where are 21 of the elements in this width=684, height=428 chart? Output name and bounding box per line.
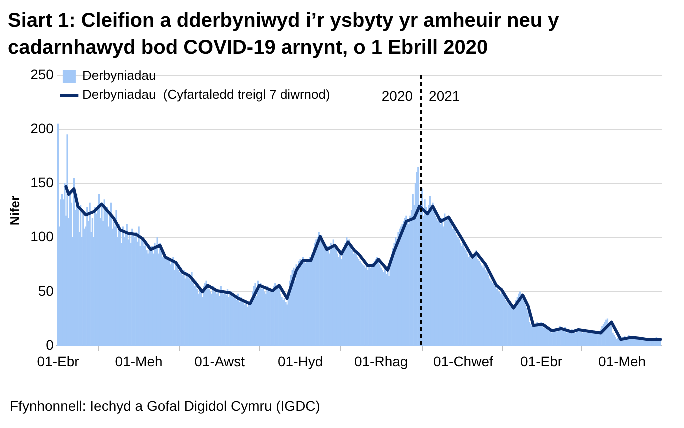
x-tick-label: 01-Ebr [37,353,80,370]
y-tick-label: 200 [30,120,54,136]
chart-title: Siart 1: Cleifion a dderbyniwyd i’r ysbyty yr amheuir neu y cadarnhawyd bod COVID-19 arnynt, o 1 Ebrill 2020 [8,9,560,61]
y-tick-label: 50 [38,282,54,299]
legend-label: Derbyniadau (Cyfartaledd treigl 7 diwrnod) [82,87,330,102]
x-tick-label: 01-Awst [194,353,246,370]
annotation: 2021 [429,88,460,104]
y-tick-label: 0 [46,337,54,354]
x-tick-label: 01-Hyd [278,353,324,370]
x-tick-label: 01-Ebr [520,353,563,370]
x-tick-label: 01-Meh [115,353,163,370]
x-tick-label: 01-Chwef [433,353,494,370]
x-tick-label: 01-Meh [598,353,646,370]
y-axis-title: Nifer [7,196,22,226]
annotation: 2020 [382,88,414,104]
legend-label: Derbyniadau [82,68,156,84]
text: Ffynhonnell: Iechyd a Gofal Digidol Cymru (IGDC) [10,398,320,414]
y-tick-label: 150 [30,174,54,191]
y-tick-label: 100 [30,228,54,245]
x-tick-label: 01-Rhag [354,353,408,370]
y-tick-label: 250 [30,66,54,82]
